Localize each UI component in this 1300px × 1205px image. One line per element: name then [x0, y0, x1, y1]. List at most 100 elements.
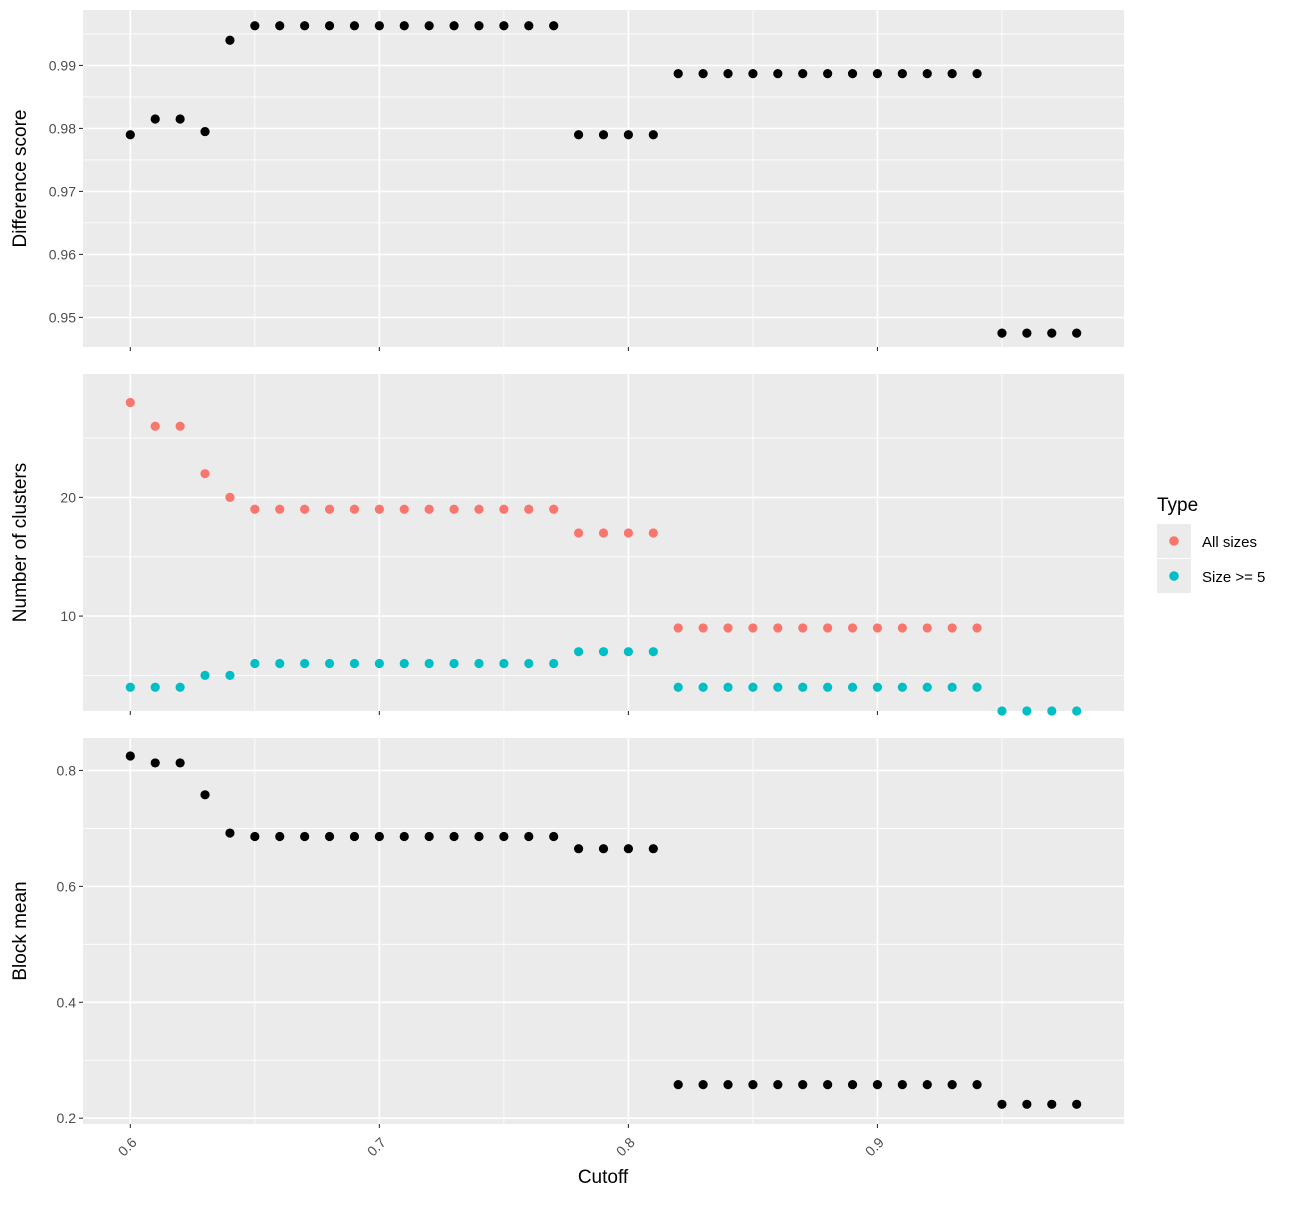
legend: Type All sizes Size >= 5 — [1157, 495, 1265, 593]
data-point — [997, 328, 1007, 338]
data-point — [374, 504, 384, 514]
y-tick-label: 0.2 — [57, 1110, 77, 1126]
panel-background — [83, 374, 1124, 711]
data-point — [723, 1079, 733, 1090]
data-point — [125, 751, 135, 761]
data-point — [150, 114, 160, 124]
x-tick-label: 0.7 — [364, 1134, 389, 1159]
data-point — [623, 130, 634, 140]
data-point — [250, 658, 260, 669]
data-point — [374, 658, 384, 669]
data-point — [748, 69, 758, 79]
data-point — [972, 623, 982, 633]
data-point — [200, 790, 210, 800]
x-tick-label: 0.6 — [115, 1134, 140, 1159]
data-point — [300, 21, 310, 31]
y-tick-label: 0.4 — [57, 994, 77, 1010]
data-point — [598, 844, 609, 854]
data-point — [847, 623, 858, 633]
data-point — [1022, 328, 1032, 338]
data-point — [499, 21, 509, 31]
data-point — [374, 21, 384, 31]
y-tick-label: 20 — [60, 489, 76, 505]
data-point — [673, 1079, 683, 1090]
data-point — [150, 758, 160, 768]
data-point — [623, 844, 634, 854]
data-point — [275, 831, 285, 842]
data-point — [573, 844, 584, 854]
data-point — [798, 1079, 808, 1090]
data-point — [673, 623, 683, 633]
data-point — [424, 504, 434, 514]
data-point — [598, 647, 609, 657]
data-point — [549, 658, 559, 669]
data-point — [648, 844, 658, 854]
legend-label-all-sizes: All sizes — [1202, 534, 1257, 551]
data-point — [225, 35, 235, 45]
y-tick-label: 0.98 — [49, 120, 76, 136]
data-point — [922, 69, 932, 79]
data-point — [225, 670, 235, 681]
data-point — [324, 21, 335, 31]
legend-title: Type — [1157, 495, 1198, 516]
series-size_ge_5 — [125, 647, 1082, 716]
data-point — [549, 831, 559, 842]
series-single — [125, 751, 1082, 1109]
panel-1: 0.95 0.96 0.97 0.98 0.99 Difference score — [10, 10, 1124, 351]
data-point — [449, 21, 459, 31]
data-point — [698, 1079, 708, 1090]
data-point — [1047, 706, 1057, 716]
data-point — [972, 69, 982, 79]
data-point — [798, 69, 808, 79]
panels-layer: 0.95 0.96 0.97 0.98 0.99 Difference score 10 20… — [10, 10, 1124, 1159]
y-axis-title: Difference score — [10, 110, 31, 248]
data-point — [922, 623, 932, 633]
data-point — [474, 658, 484, 669]
data-point — [399, 504, 409, 514]
data-point — [847, 1079, 858, 1090]
data-point — [225, 492, 235, 503]
panel-3: 0.2 0.4 0.6 0.8 0.6 0.7 0.8 0.9 Block mean — [10, 738, 1124, 1159]
data-point — [723, 69, 733, 79]
data-point — [349, 21, 360, 31]
data-point — [524, 504, 534, 514]
y-tick-label: 0.6 — [57, 878, 77, 894]
data-point — [399, 21, 409, 31]
data-point — [823, 682, 833, 692]
data-point — [349, 831, 360, 842]
series-all_sizes — [125, 397, 982, 633]
data-point — [897, 1079, 907, 1090]
data-point — [125, 397, 135, 408]
data-point — [300, 504, 310, 514]
data-point — [1047, 328, 1057, 338]
data-point — [324, 658, 335, 669]
data-point — [1072, 1099, 1082, 1109]
data-point — [872, 623, 883, 633]
data-point — [698, 682, 708, 692]
data-point — [225, 828, 235, 838]
data-point — [499, 658, 509, 669]
data-point — [947, 623, 957, 633]
x-axis-title: Cutoff — [578, 1167, 629, 1188]
data-point — [1072, 706, 1082, 716]
data-point — [897, 69, 907, 79]
data-point — [573, 130, 584, 140]
data-point — [1022, 706, 1032, 716]
data-point — [773, 682, 783, 692]
data-point — [748, 623, 758, 633]
data-point — [997, 1099, 1007, 1109]
data-point — [175, 114, 185, 124]
data-point — [300, 658, 310, 669]
data-point — [872, 682, 883, 692]
data-point — [823, 623, 833, 633]
data-point — [972, 682, 982, 692]
data-point — [175, 421, 185, 431]
y-tick-label: 0.8 — [57, 762, 77, 778]
data-point — [549, 21, 559, 31]
data-point — [623, 528, 634, 538]
data-point — [997, 706, 1007, 716]
data-point — [449, 831, 459, 842]
data-point — [399, 658, 409, 669]
data-point — [947, 682, 957, 692]
